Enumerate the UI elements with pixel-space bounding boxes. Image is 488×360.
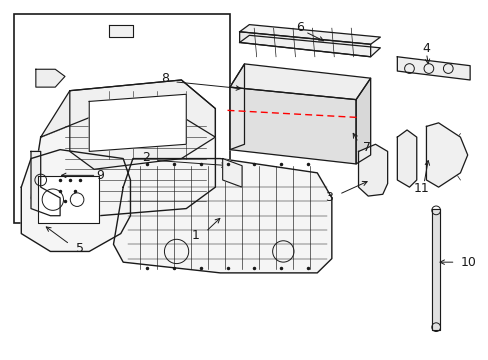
Polygon shape — [426, 123, 467, 187]
Text: 7: 7 — [363, 141, 370, 154]
Text: 4: 4 — [422, 42, 429, 55]
Bar — [14, 14, 229, 223]
Text: 1: 1 — [192, 229, 200, 242]
Polygon shape — [41, 80, 215, 137]
Polygon shape — [36, 69, 65, 87]
Polygon shape — [229, 64, 370, 100]
Polygon shape — [31, 116, 215, 216]
Polygon shape — [397, 57, 469, 80]
Polygon shape — [358, 144, 387, 196]
Polygon shape — [239, 35, 380, 57]
Polygon shape — [229, 64, 244, 150]
Polygon shape — [21, 150, 130, 251]
Polygon shape — [229, 87, 355, 164]
Text: 8: 8 — [161, 72, 169, 85]
Text: 6: 6 — [296, 21, 304, 33]
Polygon shape — [397, 130, 416, 187]
Text: 5: 5 — [76, 242, 83, 256]
Polygon shape — [89, 94, 186, 152]
Text: 10: 10 — [460, 256, 475, 269]
Polygon shape — [431, 208, 439, 330]
Polygon shape — [38, 176, 99, 223]
Polygon shape — [222, 158, 242, 187]
Polygon shape — [113, 158, 331, 273]
Text: 3: 3 — [325, 192, 333, 204]
Text: 2: 2 — [142, 151, 150, 165]
Text: 11: 11 — [413, 183, 428, 195]
Polygon shape — [31, 152, 60, 216]
Polygon shape — [239, 24, 380, 44]
Polygon shape — [239, 32, 370, 57]
Polygon shape — [108, 24, 133, 37]
Text: 9: 9 — [96, 169, 104, 182]
Polygon shape — [355, 78, 370, 164]
Polygon shape — [70, 80, 215, 169]
